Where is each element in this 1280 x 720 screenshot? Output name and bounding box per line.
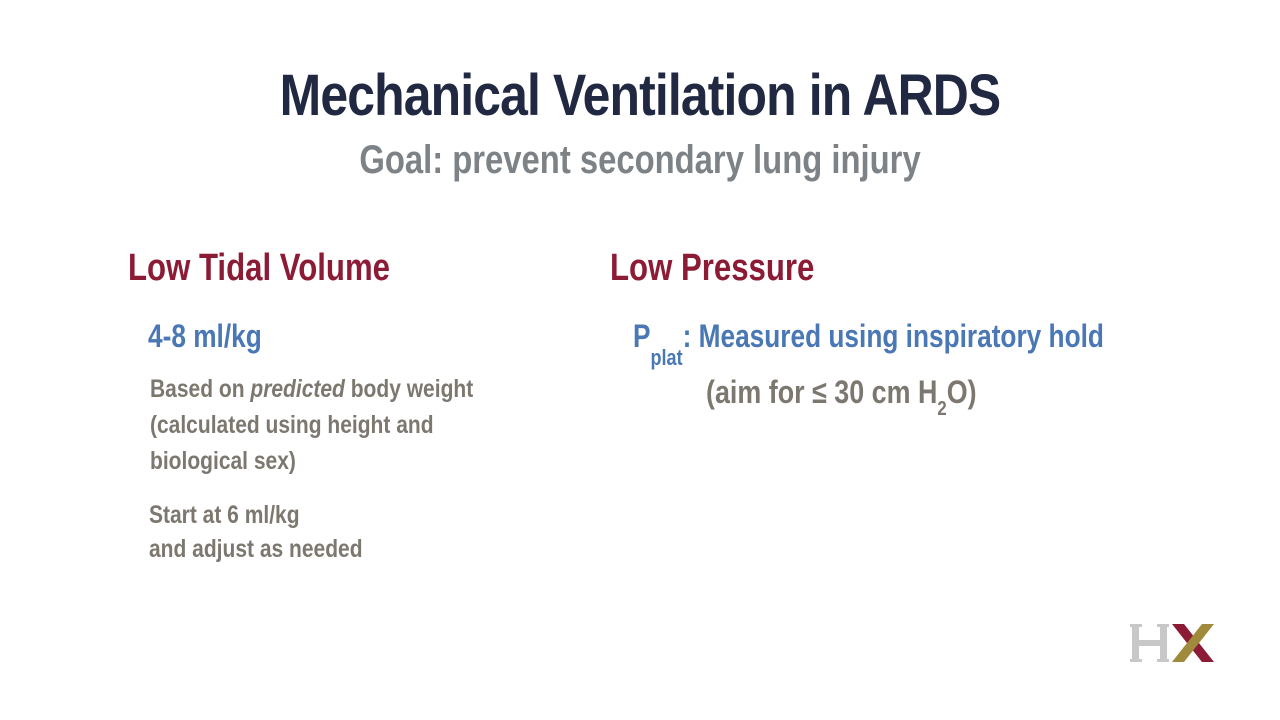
pplat-text: : Measured using inspiratory hold (682, 318, 1104, 354)
hx-logo (1130, 624, 1214, 662)
based-line-1: Based on predicted body weight (150, 371, 473, 407)
logo-h-icon (1130, 624, 1169, 662)
based-line-2: (calculated using height and (150, 411, 434, 439)
based-line-3: biological sex) (150, 447, 296, 475)
pplat-symbol: P (633, 318, 651, 354)
aim-prefix: (aim for ≤ 30 cm H (706, 374, 938, 410)
start-at-text: Start at 6 ml/kg and adjust as needed (149, 498, 363, 566)
slide-title: Mechanical Ventilation in ARDS (279, 63, 1002, 128)
based-emphasis: predicted (250, 375, 345, 403)
aim-subscript: 2 (937, 398, 947, 420)
logo-x-icon (1172, 624, 1214, 662)
tidal-volume-range: 4-8 ml/kg (148, 318, 262, 354)
aim-suffix: O) (946, 374, 977, 410)
pplat-definition: Pplat: Measured using inspiratory hold (633, 318, 1104, 370)
start-line-1: Start at 6 ml/kg (149, 501, 300, 529)
pplat-target: (aim for ≤ 30 cm H2O) (706, 374, 977, 420)
based-on-text: Based on predicted body weight (calculat… (150, 371, 473, 479)
pplat-subscript: plat (650, 345, 683, 370)
based-prefix: Based on (150, 375, 251, 403)
low-pressure-heading: Low Pressure (610, 247, 815, 289)
tidal-volume-heading: Low Tidal Volume (128, 247, 391, 289)
start-line-2: and adjust as needed (149, 535, 363, 563)
slide-subtitle: Goal: prevent secondary lung injury (359, 138, 921, 182)
based-suffix: body weight (344, 375, 474, 403)
